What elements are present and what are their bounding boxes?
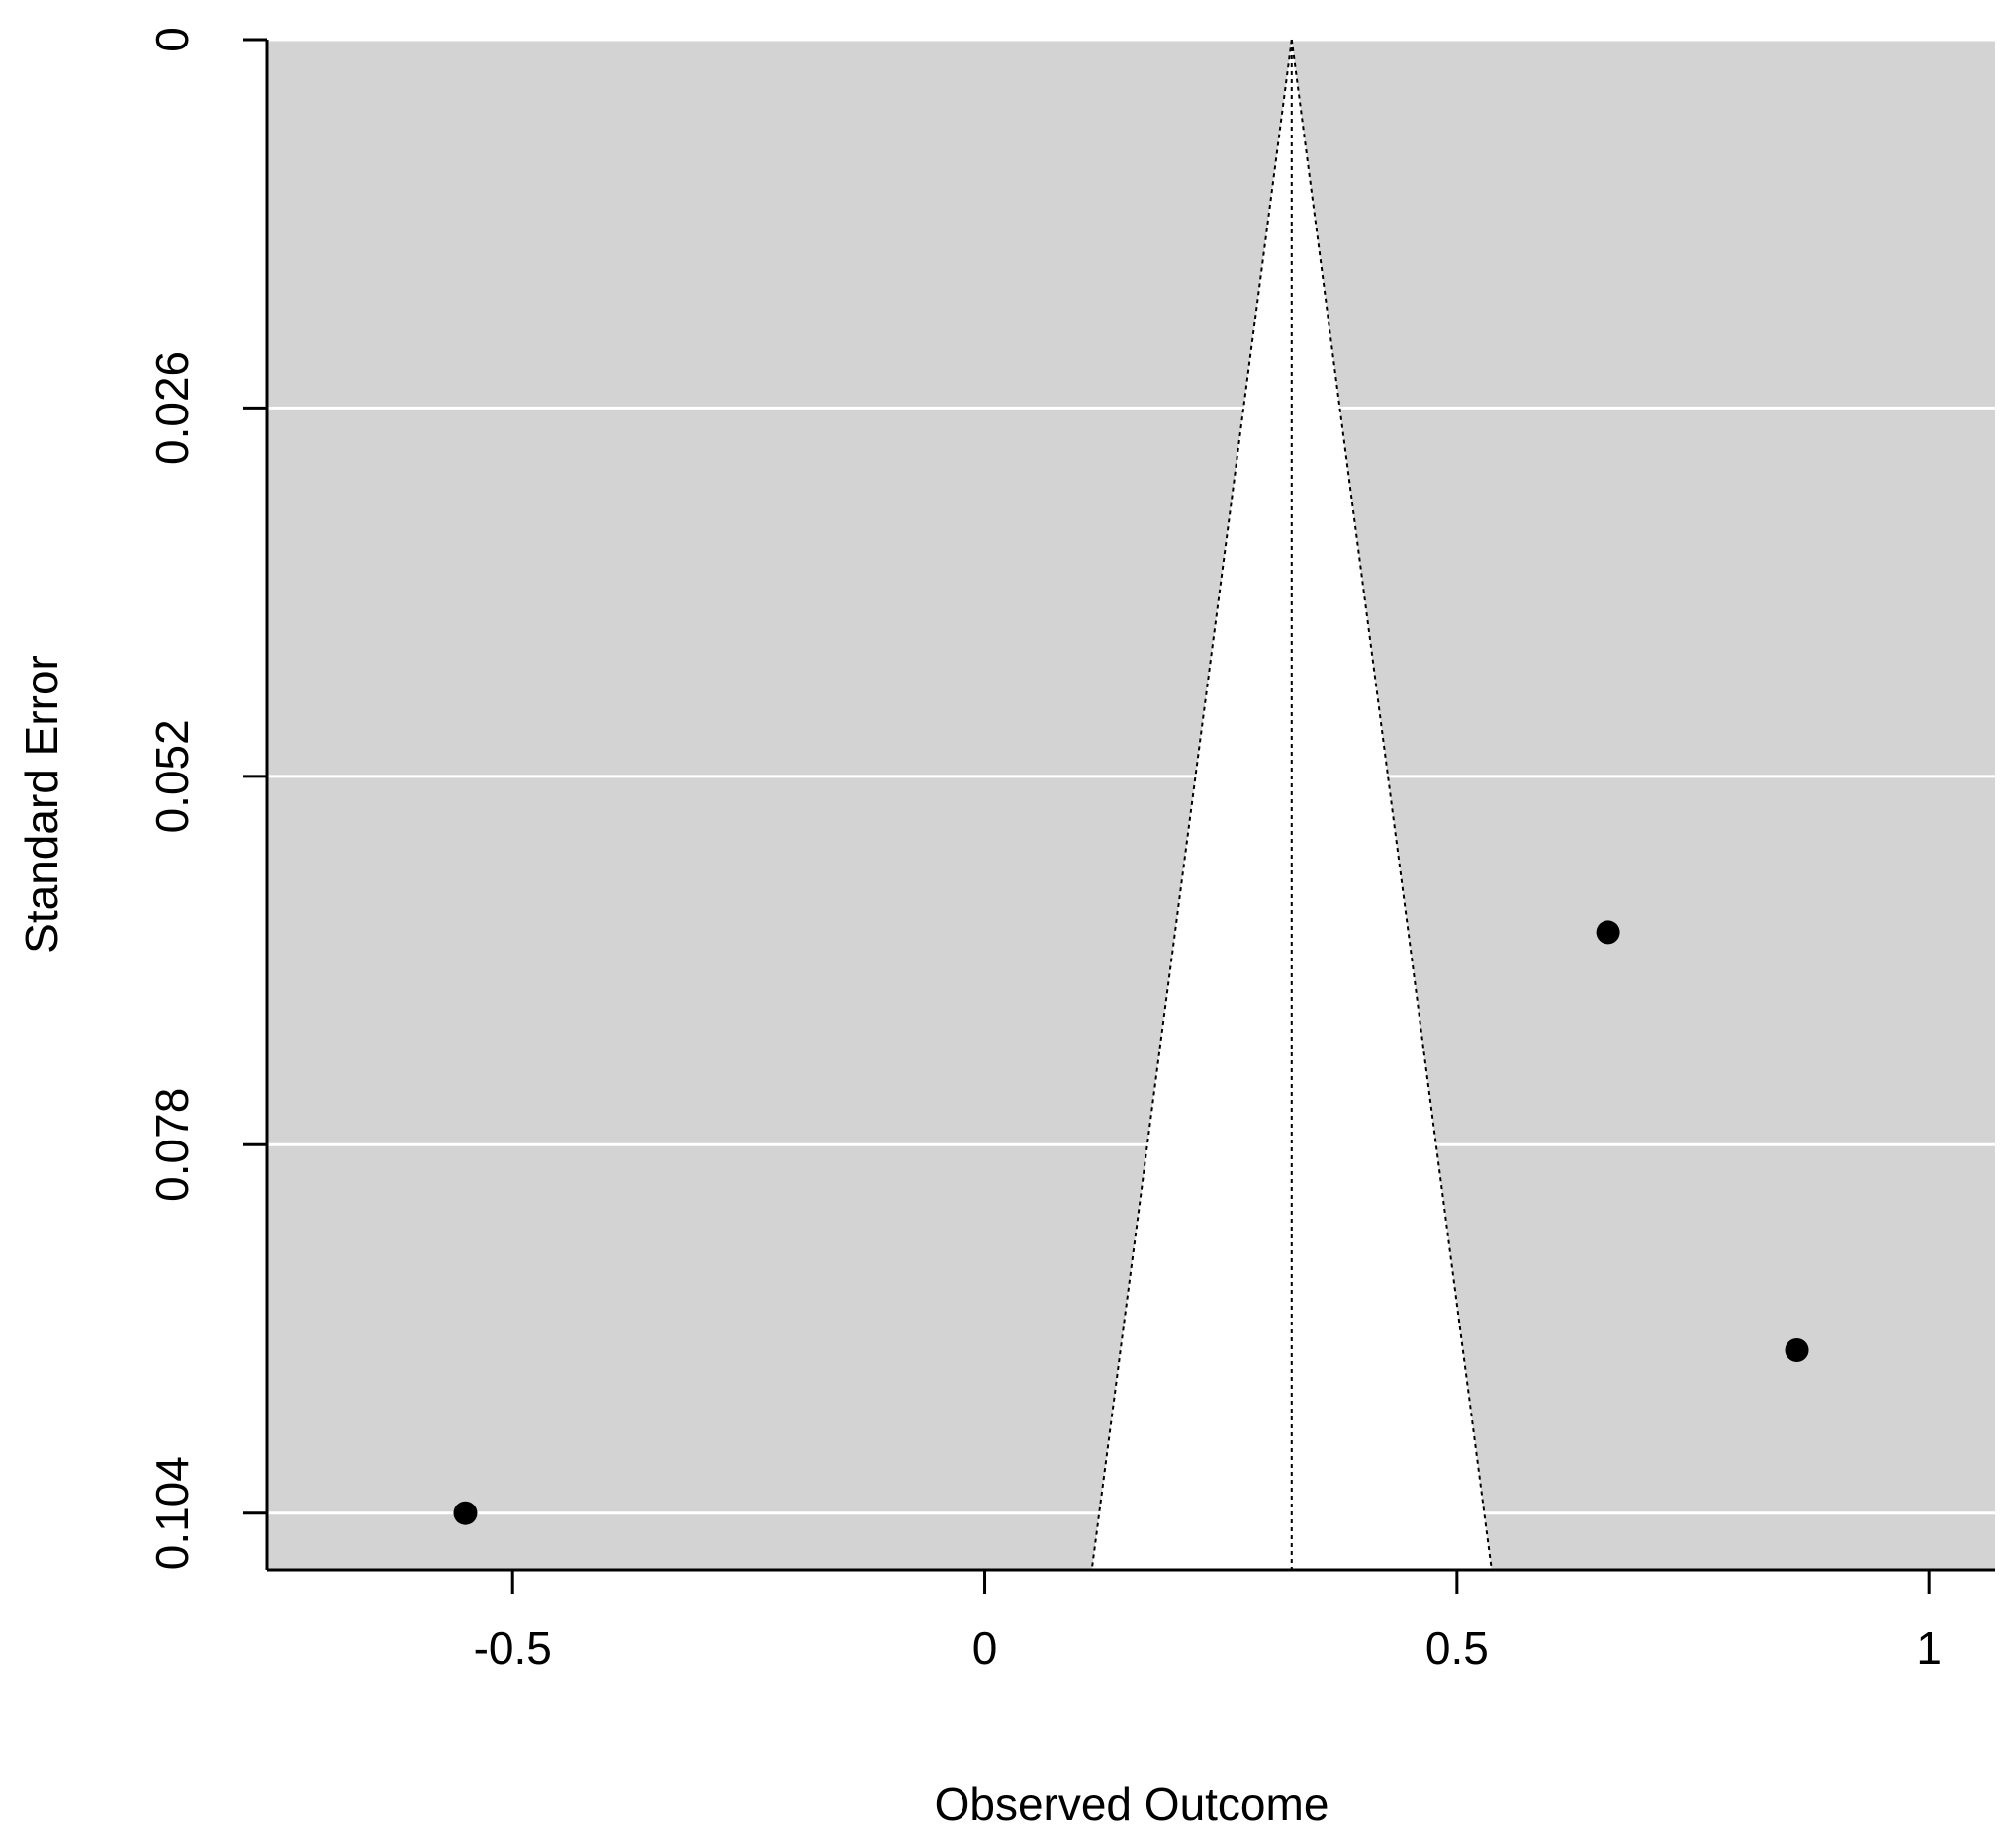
y-tick-label: 0.104 [146, 1456, 198, 1570]
x-tick-label: 0.5 [1425, 1622, 1489, 1674]
x-axis-ticks: -0.5 0 0.5 1 [474, 1570, 1942, 1674]
y-tick-label: 0.052 [146, 719, 198, 833]
x-tick-label: 1 [1916, 1622, 1942, 1674]
x-axis-title: Observed Outcome [935, 1779, 1329, 1826]
y-axis-ticks: 0 0.026 0.052 0.078 0.104 [146, 27, 267, 1570]
x-tick-label: 0 [972, 1622, 998, 1674]
y-tick-label: 0 [146, 27, 198, 52]
gridlines [267, 38, 1995, 1515]
data-point [1785, 1337, 1809, 1362]
y-axis-title: Standard Error [16, 655, 67, 954]
data-point [453, 1501, 478, 1525]
data-points [453, 920, 1809, 1525]
data-point [1596, 920, 1620, 945]
y-tick-label: 0.078 [146, 1088, 198, 1202]
y-tick-label: 0.026 [146, 351, 198, 465]
x-tick-label: -0.5 [474, 1622, 552, 1674]
